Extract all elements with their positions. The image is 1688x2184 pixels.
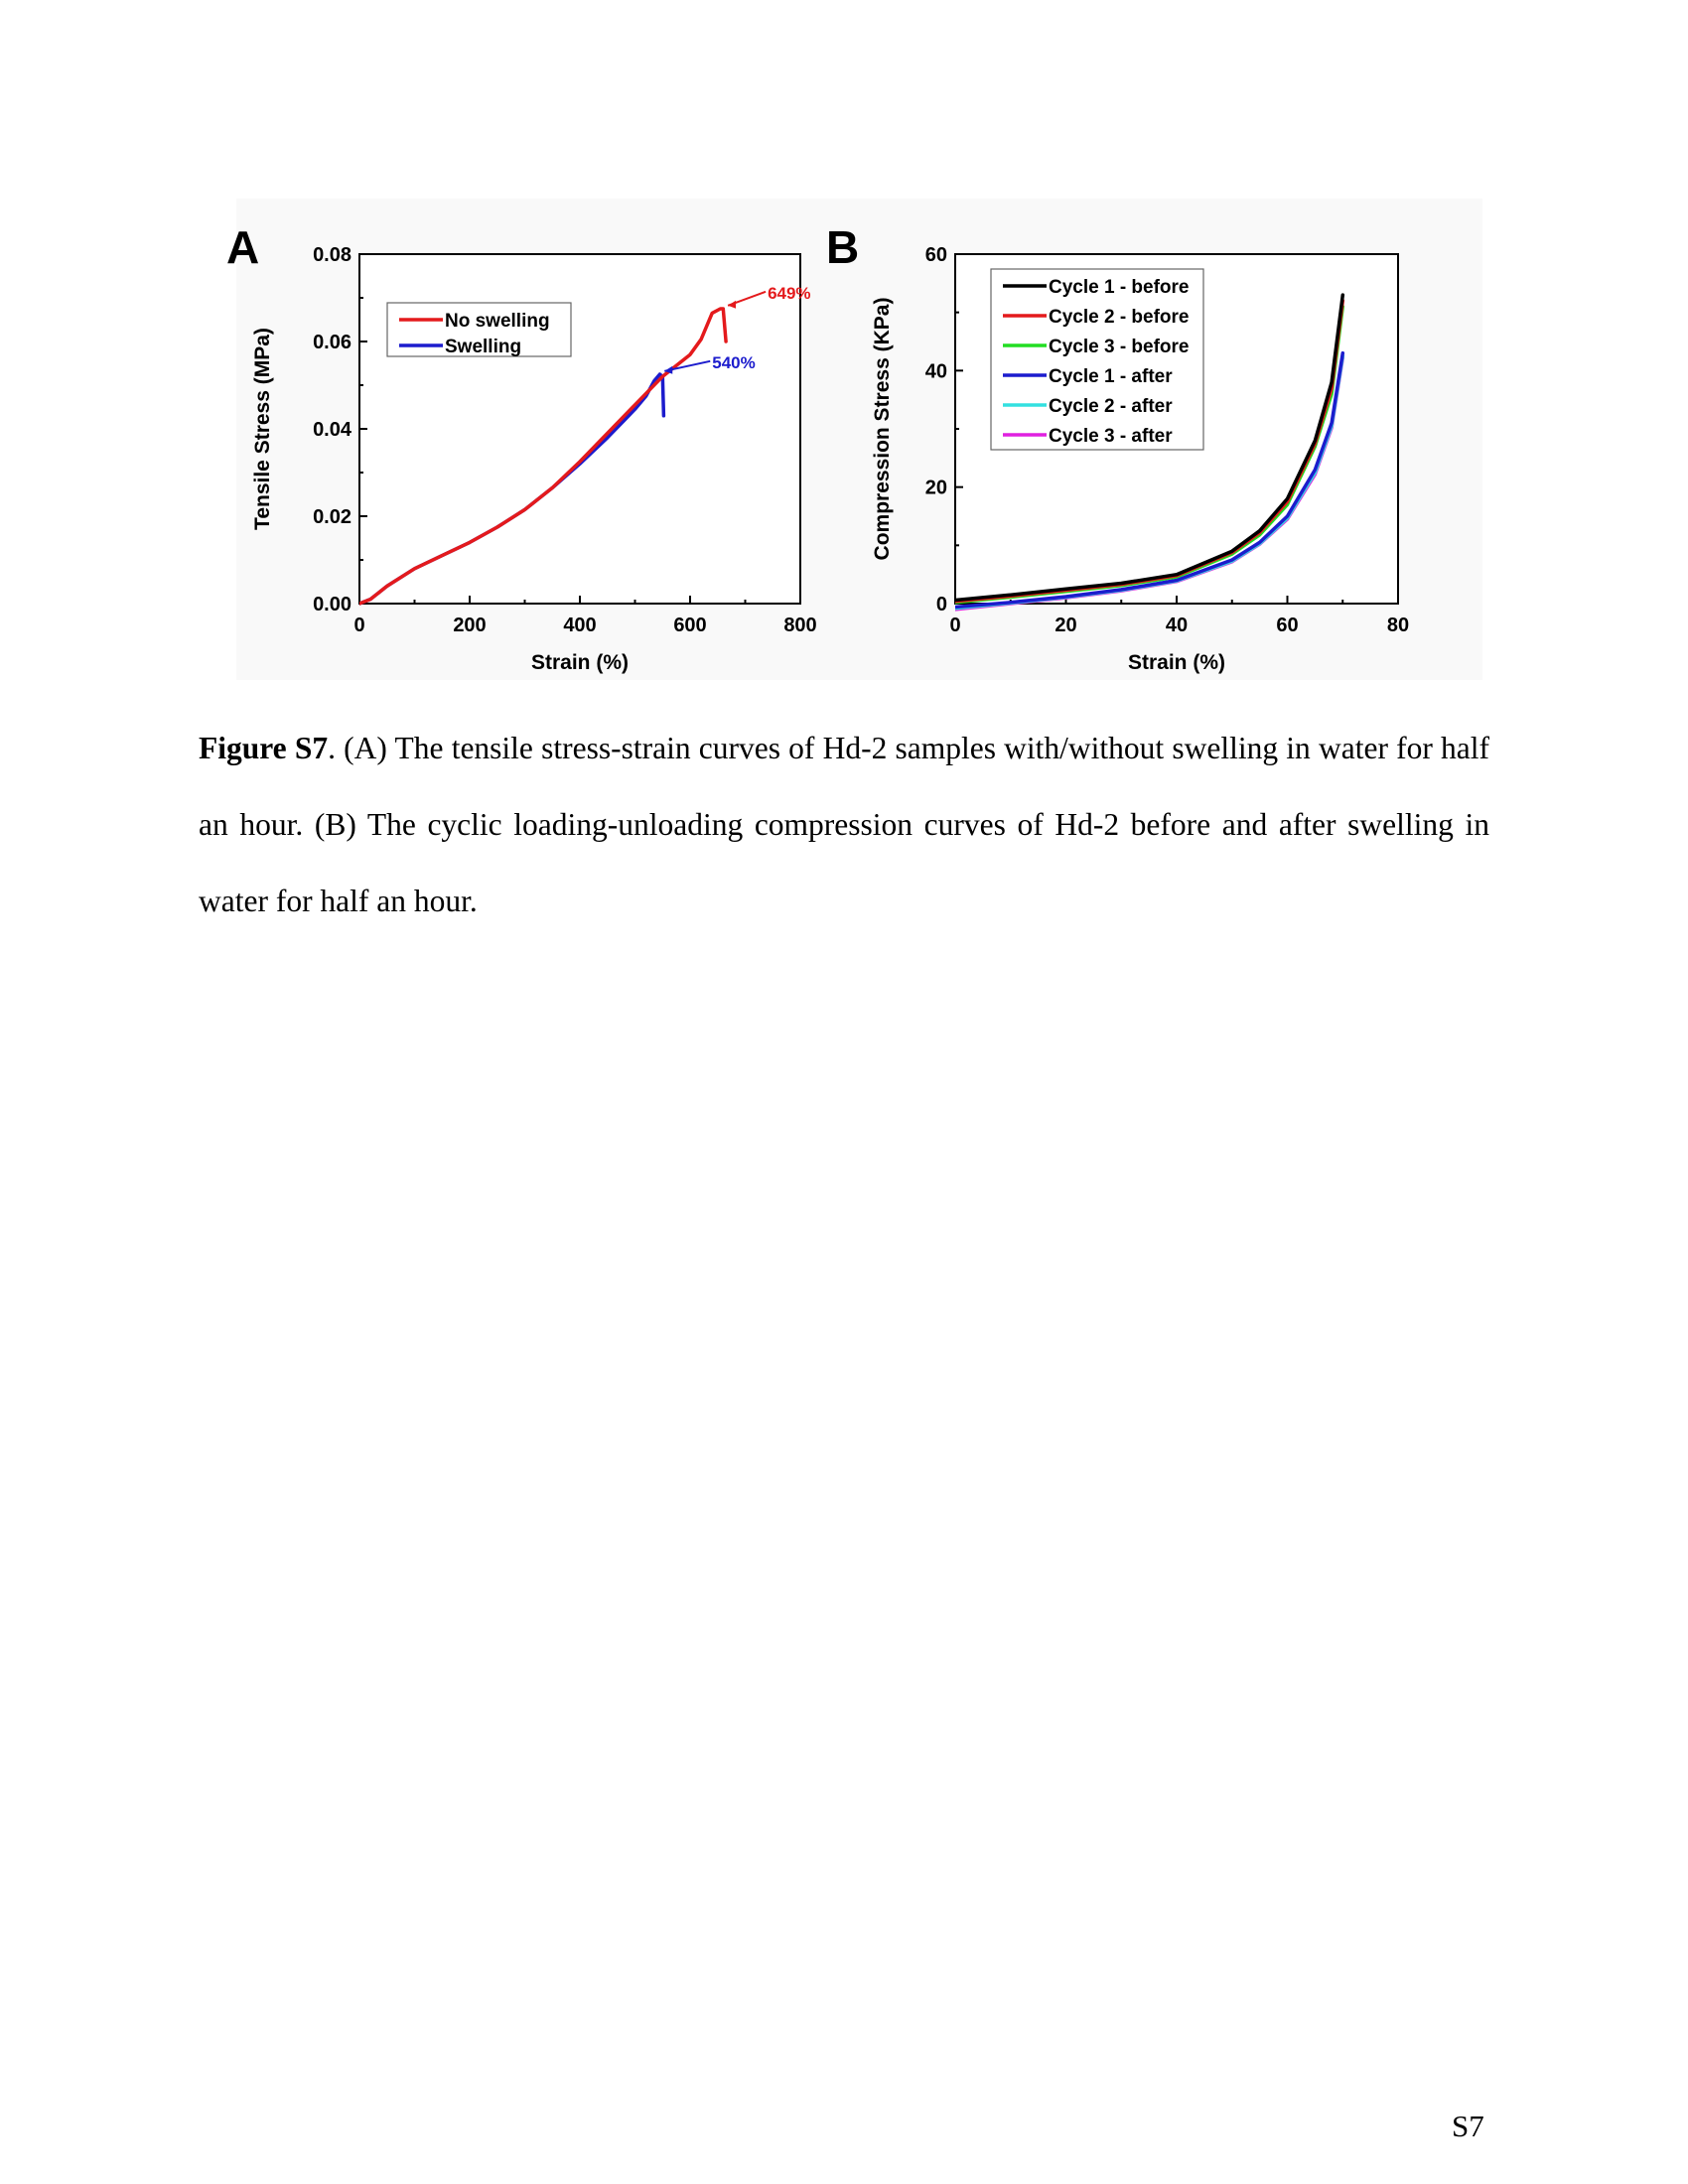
panel-a-y-axis-label: Tensile Stress (MPa) bbox=[251, 328, 274, 530]
panel-a-x-tick-label: 400 bbox=[563, 614, 596, 636]
panel-b-x-tick-label: 40 bbox=[1166, 614, 1188, 636]
panel-a-legend-box bbox=[386, 302, 572, 357]
panel-b-series-line-cycle-1-before bbox=[955, 293, 1345, 603]
panel-a-y-tick-label: 0.02 bbox=[313, 506, 352, 528]
panel-a-x-tick-label: 600 bbox=[673, 614, 706, 636]
panel-a-x-tick-label: 0 bbox=[353, 614, 364, 636]
panel-b: B 0 20 40 60 80 0 20 40 60 Strain (%) Compression … bbox=[826, 221, 1409, 674]
panel-b-legend-label: Cycle 2 - after bbox=[1049, 396, 1173, 417]
panel-a: A 0 200 400 600 800 0.00 0.02 0.04 0.06 0.08 Strai… bbox=[226, 221, 817, 674]
panel-b-label: B bbox=[826, 221, 859, 273]
panel-a-y-tick-label: 0.04 bbox=[313, 419, 352, 441]
panel-b-legend: Cycle 1 - before Cycle 2 - before Cycle 3 … bbox=[990, 268, 1204, 451]
figure-s7: A 0 200 400 600 8000.000.020.040.060.08Strai… bbox=[226, 199, 1482, 680]
caption-text: . (A) The tensile stress-strain curves o… bbox=[199, 731, 1490, 918]
panel-b-legend-label: Cycle 3 - before bbox=[1049, 337, 1190, 357]
panel-b-x-tick-label: 80 bbox=[1387, 614, 1409, 636]
panel-a-x-tick-label: 200 bbox=[453, 614, 486, 636]
panel-b-legend-label: Cycle 1 - before bbox=[1049, 277, 1190, 298]
panel-a-y-tick-label: 0.00 bbox=[313, 594, 352, 615]
panel-a-x-tick-label: 800 bbox=[783, 614, 816, 636]
panel-b-legend-box bbox=[990, 268, 1204, 451]
panel-a-plot: 0 200 400 600 800 0.00 0.02 0.04 0.06 0.08 Strain … bbox=[251, 244, 817, 674]
panel-b-series-group bbox=[955, 293, 1345, 612]
panel-b-legend-label: Cycle 2 - before bbox=[1049, 307, 1190, 328]
panel-b-x-tick-label: 20 bbox=[1055, 614, 1076, 636]
panel-b-x-axis-label: Strain (%) bbox=[1128, 651, 1225, 674]
panel-a-series-line-no-swelling bbox=[359, 307, 728, 606]
panel-b-x-tick-label: 0 bbox=[949, 614, 960, 636]
panel-a-label: A bbox=[226, 221, 259, 273]
panel-a-annotation-arrowhead bbox=[664, 365, 673, 374]
panel-b-legend-label: Cycle 3 - after bbox=[1049, 426, 1173, 447]
panel-a-legend-label: No swelling bbox=[445, 311, 550, 332]
panel-b-series-line-cycle-1-after bbox=[955, 350, 1345, 610]
panel-b-y-tick-label: 60 bbox=[925, 244, 947, 266]
panel-a-series-group bbox=[359, 307, 728, 606]
panel-a-annotation-label: 649% bbox=[768, 284, 810, 303]
panel-a-y-tick-label: 0.08 bbox=[313, 244, 352, 266]
figure-caption: Figure S7. (A) The tensile stress-strain… bbox=[199, 710, 1489, 939]
panel-a-legend: No swelling Swelling bbox=[386, 302, 572, 357]
panel-b-y-tick-label: 20 bbox=[925, 478, 947, 499]
panel-b-plot: 0 20 40 60 80 0 20 40 60 Strain (%) Compression St… bbox=[871, 244, 1409, 674]
panel-b-y-axis-label: Compression Stress (KPa) bbox=[871, 298, 894, 561]
panel-b-y-tick-label: 40 bbox=[925, 360, 947, 382]
panel-a-y-tick-label: 0.06 bbox=[313, 332, 352, 353]
panel-b-x-tick-label: 60 bbox=[1276, 614, 1298, 636]
panel-a-x-axis-label: Strain (%) bbox=[531, 651, 629, 674]
panel-a-annotation-label: 540% bbox=[712, 353, 755, 372]
panel-a-annotation-arrowhead bbox=[728, 300, 737, 309]
panel-b-legend-label: Cycle 1 - after bbox=[1049, 366, 1173, 387]
panel-b-y-tick-label: 0 bbox=[936, 594, 947, 615]
caption-figure-label: Figure S7 bbox=[199, 731, 329, 765]
page-number: S7 bbox=[1452, 2109, 1484, 2143]
panel-a-legend-label: Swelling bbox=[445, 337, 521, 357]
